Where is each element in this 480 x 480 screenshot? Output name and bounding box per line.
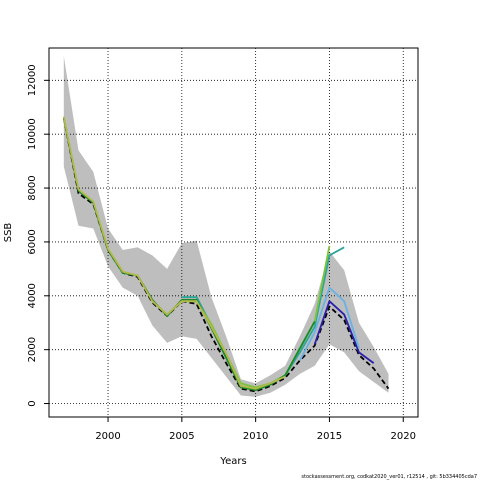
y-tick-label-0: 0 [27,400,38,406]
y-axis-title: SSB [3,223,14,243]
series-layer [62,116,390,393]
y-tick-label-2000: 2000 [27,337,38,362]
x-tick-label-2010: 2010 [243,431,268,442]
x-tick-label-2000: 2000 [95,431,120,442]
plot-frame [48,47,419,418]
x-tick-label-2005: 2005 [169,431,194,442]
axis-layer: 2000 2005 2010 2015 2020 0 2000 4000 6000 8000 100… [27,64,416,442]
confidence-band [63,56,389,397]
y-tick-label-6000: 6000 [27,229,38,254]
y-tick-label-12000: 12000 [27,64,38,96]
confidence-band-layer [63,56,389,397]
footer-text: stockassessment.org, codkat2020_ver01, r… [301,474,477,480]
series-line-2 [313,300,375,364]
x-tick-label-2020: 2020 [391,431,416,442]
series-line-3 [299,286,360,361]
series-line-7 [62,116,286,390]
y-tick-label-10000: 10000 [27,118,38,150]
x-tick-label-2015: 2015 [317,431,342,442]
y-tick-label-4000: 4000 [27,283,38,308]
x-axis-title: Years [219,456,246,467]
y-tick-label-8000: 8000 [27,175,38,200]
